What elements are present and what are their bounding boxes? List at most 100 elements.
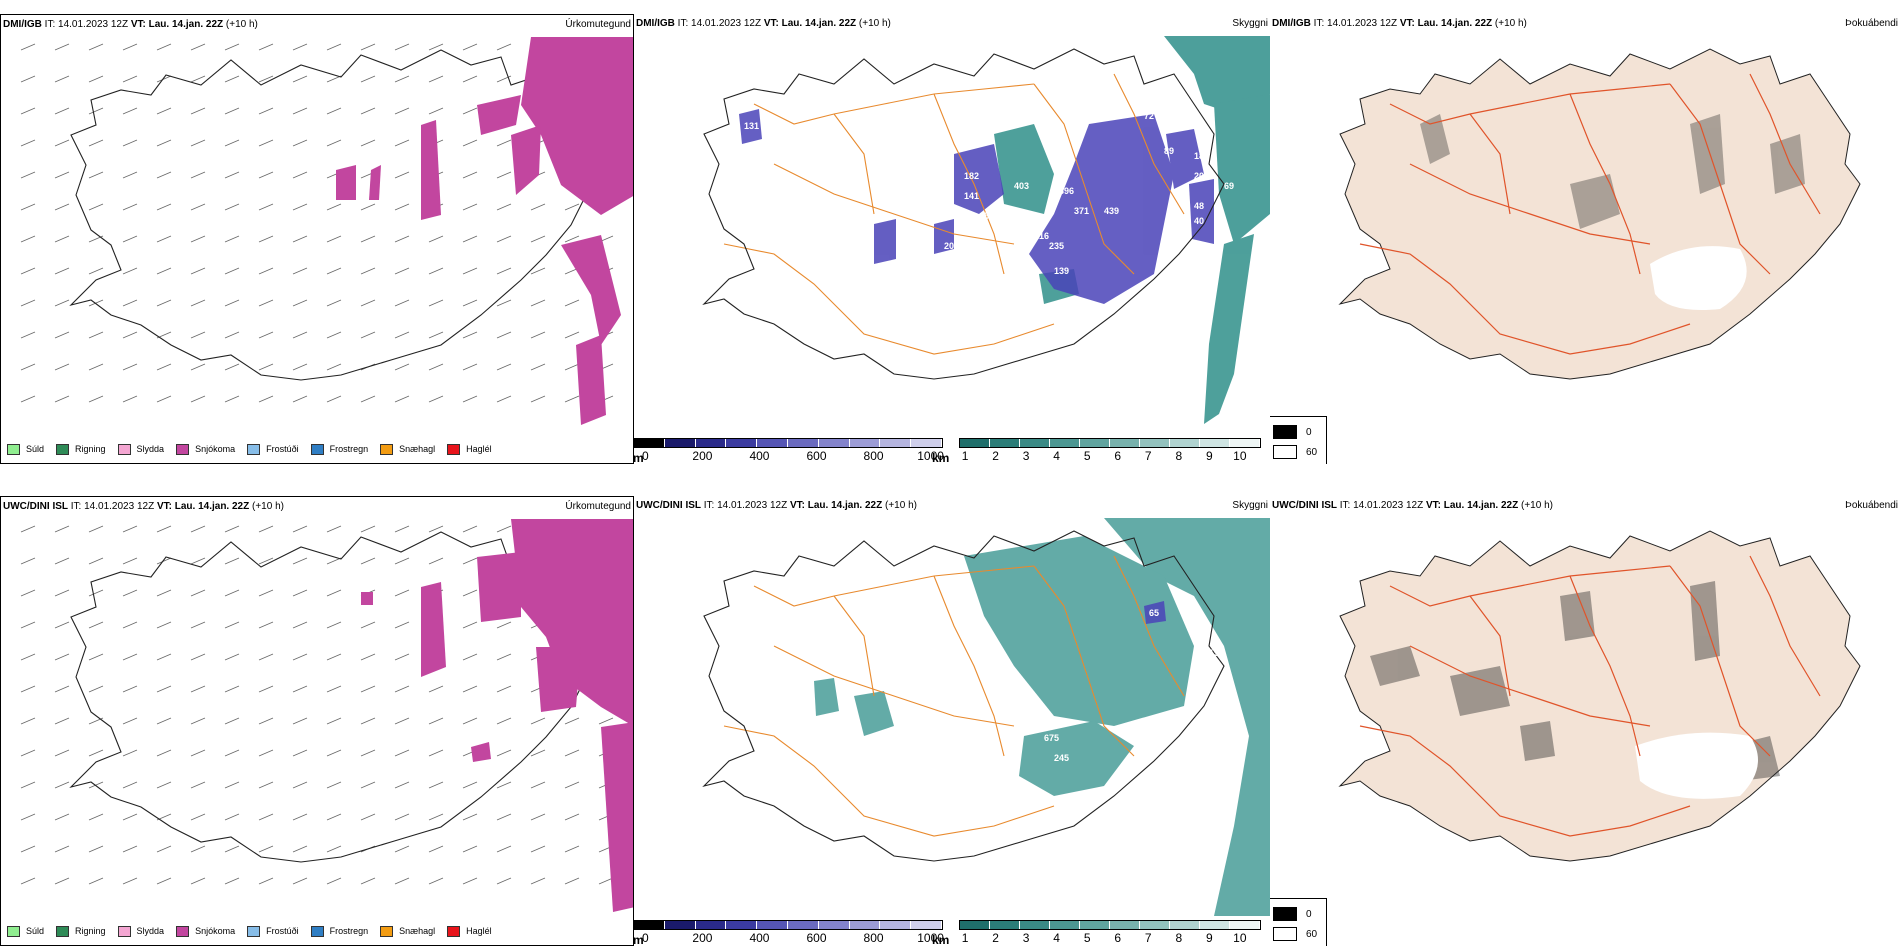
wind-barb — [156, 363, 172, 371]
wind-barb — [292, 621, 308, 629]
road-line — [773, 645, 1015, 727]
legend-label: Frostúði — [266, 926, 299, 936]
wind-barb — [462, 235, 478, 243]
wind-barb — [394, 203, 410, 211]
wind-barb — [224, 171, 240, 179]
wind-barb — [224, 203, 240, 211]
visibility-panel-bottom: UWC/DINI ISL IT: 14.01.2023 12Z VT: Lau.… — [634, 496, 1270, 946]
legend-label: Rigning — [75, 444, 106, 454]
wind-barb — [462, 267, 478, 275]
wind-barb — [428, 107, 444, 115]
wind-barb — [292, 877, 308, 885]
road-line — [723, 243, 1055, 355]
wind-barb — [360, 525, 376, 533]
wind-barb — [292, 685, 308, 693]
wind-barb — [258, 877, 274, 885]
wind-barb — [190, 139, 206, 147]
wind-barb — [326, 717, 342, 725]
legend-label: Snjókoma — [195, 926, 236, 936]
road-line — [1469, 113, 1511, 215]
wind-barb — [54, 267, 70, 275]
road-line — [1389, 565, 1671, 607]
legend-label: Frostregn — [329, 444, 369, 454]
wind-barb — [190, 331, 206, 339]
wind-barb — [360, 331, 376, 339]
wind-barb — [292, 235, 308, 243]
cloud-base-label: 131 — [744, 121, 759, 131]
wind-barb — [462, 653, 478, 661]
wind-barb — [20, 877, 36, 885]
wind-barb — [190, 589, 206, 597]
wind-barb — [88, 621, 104, 629]
cloud-base-label: 439 — [1104, 206, 1119, 216]
legend-label: Snæhagl — [399, 926, 436, 936]
road-line — [933, 575, 1005, 757]
wind-barb — [20, 845, 36, 853]
wind-barb — [122, 749, 138, 757]
wind-barb — [292, 557, 308, 565]
wind-barb — [326, 557, 342, 565]
wind-barb — [224, 749, 240, 757]
fog-map — [1338, 530, 1861, 862]
wind-barb — [258, 653, 274, 661]
wind-barb — [326, 781, 342, 789]
cloud-base-ticks: 0 200 400 600 800 1000 — [634, 449, 944, 463]
wind-barb — [54, 363, 70, 371]
wind-barb — [462, 781, 478, 789]
fog-panel-top: DMI/IGB IT: 14.01.2023 12Z VT: Lau. 14.j… — [1270, 14, 1900, 464]
legend-swatch — [310, 925, 324, 937]
wind-barb — [20, 107, 36, 115]
wind-barb — [224, 363, 240, 371]
wind-barb — [88, 877, 104, 885]
wind-barb — [54, 877, 70, 885]
wind-barb — [88, 557, 104, 565]
wind-barb — [292, 653, 308, 661]
cloud-base-label: 40 — [1194, 216, 1204, 226]
wind-barb — [326, 331, 342, 339]
wind-barb — [496, 685, 512, 693]
wind-barb — [54, 621, 70, 629]
visibility-ticks: 1 2 3 4 5 6 7 8 9 10 — [959, 931, 1261, 945]
wind-barb — [496, 395, 512, 403]
wind-barb — [20, 139, 36, 147]
wind-barb — [224, 589, 240, 597]
tick-label: 4 — [1053, 931, 1060, 945]
cloud-base-label: 23 — [899, 246, 909, 256]
wind-barb — [292, 717, 308, 725]
wind-barb — [496, 717, 512, 725]
wind-barb — [224, 717, 240, 725]
wind-barb — [54, 685, 70, 693]
wind-barb — [428, 877, 444, 885]
wind-barb — [190, 813, 206, 821]
wind-barb — [394, 299, 410, 307]
wind-barb — [394, 877, 410, 885]
tick-label: 10 — [1233, 931, 1247, 945]
legend-label: Haglél — [466, 926, 492, 936]
wind-barb — [530, 363, 546, 371]
wind-barb — [360, 717, 376, 725]
wind-barb — [258, 685, 274, 693]
wind-barb — [156, 589, 172, 597]
wind-barb — [496, 171, 512, 179]
tick-label: 9 — [1205, 449, 1213, 463]
cloud-base-bar — [634, 438, 943, 448]
tick-label: 9 — [1205, 931, 1213, 945]
cloud-base-label: 141 — [964, 191, 979, 201]
cloud-base-label: 48 — [1194, 201, 1204, 211]
wind-barb — [360, 235, 376, 243]
wind-barb — [394, 267, 410, 275]
wind-barb — [190, 267, 206, 275]
wind-barb — [54, 589, 70, 597]
wind-barb — [88, 395, 104, 403]
wind-barb — [190, 43, 206, 51]
wind-barb — [122, 525, 138, 533]
wind-barb — [496, 813, 512, 821]
tick-label: 600 — [806, 931, 827, 945]
wind-barb — [156, 749, 172, 757]
wind-barb — [462, 525, 478, 533]
legend-item: Frostregn — [310, 443, 369, 455]
tick-label: 5 — [1083, 449, 1091, 463]
road-line — [1113, 73, 1185, 215]
wind-barb — [428, 267, 444, 275]
legend-item: Snjókoma — [176, 925, 236, 937]
